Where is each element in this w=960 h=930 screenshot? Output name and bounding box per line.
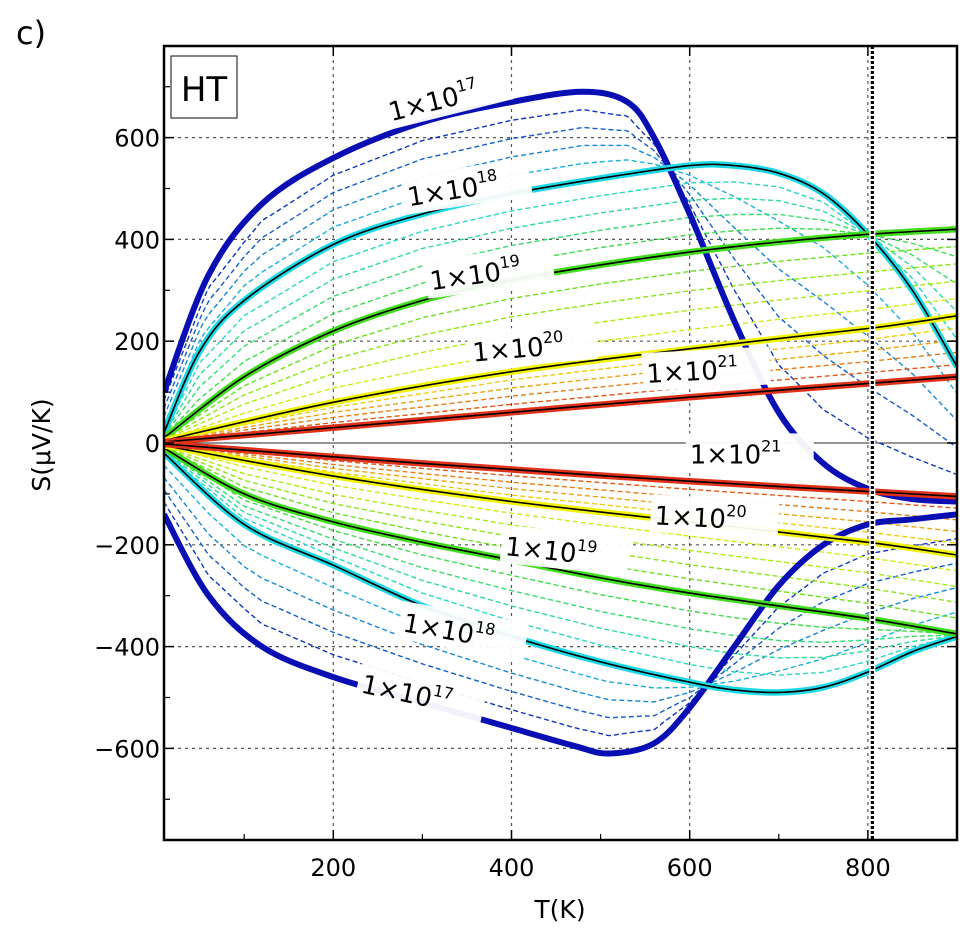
y-tick-label: −600 bbox=[94, 735, 160, 763]
curve-label-bg bbox=[354, 662, 488, 727]
x-tick-label: 800 bbox=[845, 854, 891, 882]
dashed-curve-p bbox=[164, 108, 957, 476]
curve-label-base: 1×10 bbox=[471, 332, 545, 368]
series-n-1x10-20-guide bbox=[164, 444, 957, 556]
x-tick-label: 400 bbox=[489, 854, 535, 882]
curve-label-base: 1×10 bbox=[654, 501, 727, 535]
curve-label: 1×1021 bbox=[641, 346, 772, 392]
y-tick-label: −200 bbox=[94, 532, 160, 560]
curve-label-exponent: 20 bbox=[726, 501, 747, 521]
series-n-1x10-21-guide bbox=[164, 443, 957, 498]
series-n-1x10-18-guide bbox=[164, 452, 957, 694]
panel-label: c) bbox=[16, 14, 46, 52]
y-tick-label: 0 bbox=[145, 430, 160, 458]
dashed-curve-n bbox=[164, 451, 957, 676]
y-axis-title: S(μV/K) bbox=[27, 398, 56, 491]
dashed-curve-p bbox=[164, 227, 957, 438]
dashed-curve-p bbox=[164, 297, 957, 441]
curve-label-base: 1×10 bbox=[646, 356, 719, 390]
series-p-1x10-17 bbox=[164, 88, 957, 505]
dashed-curve-n bbox=[164, 448, 957, 636]
dashed-curve-n bbox=[164, 450, 957, 659]
curve-label-bg bbox=[423, 243, 556, 299]
dashed-curve-n bbox=[164, 489, 957, 719]
dashed-curve-p bbox=[164, 339, 957, 442]
curve-label-bg bbox=[499, 524, 631, 576]
curves bbox=[164, 88, 957, 757]
curve-label-bg bbox=[396, 601, 530, 661]
x-axis-title: T(K) bbox=[533, 895, 585, 924]
curve-label: 1×1018 bbox=[396, 601, 530, 661]
curve-label-text: 1×1020 bbox=[654, 497, 747, 536]
curve-label: 1×1019 bbox=[499, 524, 631, 576]
y-tick-label: −400 bbox=[94, 634, 160, 662]
series-p-1x10-20-guide bbox=[164, 315, 957, 442]
grid bbox=[164, 46, 957, 840]
x-tick-label: 200 bbox=[310, 854, 356, 882]
dashed-curve-p bbox=[164, 181, 957, 435]
series-n-1x10-19-guide bbox=[164, 447, 957, 635]
dashed-curve-p bbox=[164, 245, 957, 439]
curve-label-exponent: 17 bbox=[432, 681, 456, 704]
curve-label-exponent: 17 bbox=[454, 73, 478, 96]
dashed-curve-n bbox=[164, 446, 957, 619]
y-tick-label: 400 bbox=[114, 226, 160, 254]
dashed-curve-n bbox=[164, 445, 957, 572]
curve-label: 1×1017 bbox=[354, 662, 488, 727]
curve-label-bg bbox=[685, 433, 814, 472]
curve-label: 1×1020 bbox=[466, 320, 598, 370]
dashed-curve-p bbox=[164, 263, 957, 440]
curve-label-bg bbox=[400, 157, 533, 215]
y-tick-label: 600 bbox=[114, 125, 160, 153]
curve-label-exponent: 18 bbox=[475, 165, 498, 187]
curve-label-bg bbox=[649, 494, 780, 539]
dashed-curve-p bbox=[164, 159, 957, 425]
box-label: HT bbox=[170, 55, 238, 119]
curve-label-text: 1×1021 bbox=[690, 436, 782, 470]
curve-label: 1×1017 bbox=[380, 62, 514, 131]
curve-label: 1×1020 bbox=[649, 494, 780, 539]
curve-label-text: 1×1019 bbox=[504, 528, 599, 571]
dashed-curve-p bbox=[164, 197, 957, 436]
curve-label: 1×1019 bbox=[423, 243, 556, 299]
curve-label-exponent: 21 bbox=[717, 351, 738, 371]
curve-label-bg bbox=[380, 62, 514, 131]
curve-label-exponent: 19 bbox=[576, 536, 598, 557]
dashed-curve-n bbox=[164, 464, 957, 689]
curve-label-base: 1×10 bbox=[690, 440, 761, 470]
curve-label-exponent: 21 bbox=[761, 436, 781, 455]
curve-label-exponent: 20 bbox=[542, 327, 564, 348]
curve-label-bg bbox=[466, 320, 598, 370]
curve-labels: 1×10171×10181×10191×10201×10211×10211×10… bbox=[354, 62, 814, 727]
series-p-1x10-21-guide bbox=[164, 376, 957, 443]
curve-label-text: 1×1021 bbox=[645, 351, 738, 390]
dashed-curve-p bbox=[164, 144, 957, 422]
ticks: 200 400 600 800 −600 −400 −200 0 200 400 600 bbox=[94, 46, 958, 882]
box-label-text: HT bbox=[181, 70, 228, 110]
dashed-curve-n bbox=[164, 444, 957, 544]
curve-label-exponent: 19 bbox=[498, 251, 521, 273]
series-p-1x10-18-guide bbox=[164, 163, 957, 434]
curve-label-base: 1×10 bbox=[504, 532, 578, 569]
dashed-curve-n bbox=[164, 449, 957, 644]
dashed-curve-n bbox=[164, 444, 957, 533]
dashed-curve-n bbox=[164, 501, 957, 737]
y-tick-label: 200 bbox=[114, 328, 160, 356]
x-tick-label: 600 bbox=[667, 854, 713, 882]
dashed-curve-p bbox=[164, 351, 957, 443]
dashed-curve-p bbox=[164, 213, 957, 437]
curve-label-exponent: 18 bbox=[474, 617, 497, 639]
curve-label-text: 1×1020 bbox=[471, 327, 565, 369]
dashed-curve-n bbox=[164, 477, 957, 703]
dashed-curve-p bbox=[164, 327, 957, 442]
curve-label-bg bbox=[641, 346, 772, 392]
dashed-curve-p bbox=[164, 126, 957, 449]
curve-label: 1×1021 bbox=[685, 433, 814, 472]
dashed-curve-n bbox=[164, 445, 957, 588]
